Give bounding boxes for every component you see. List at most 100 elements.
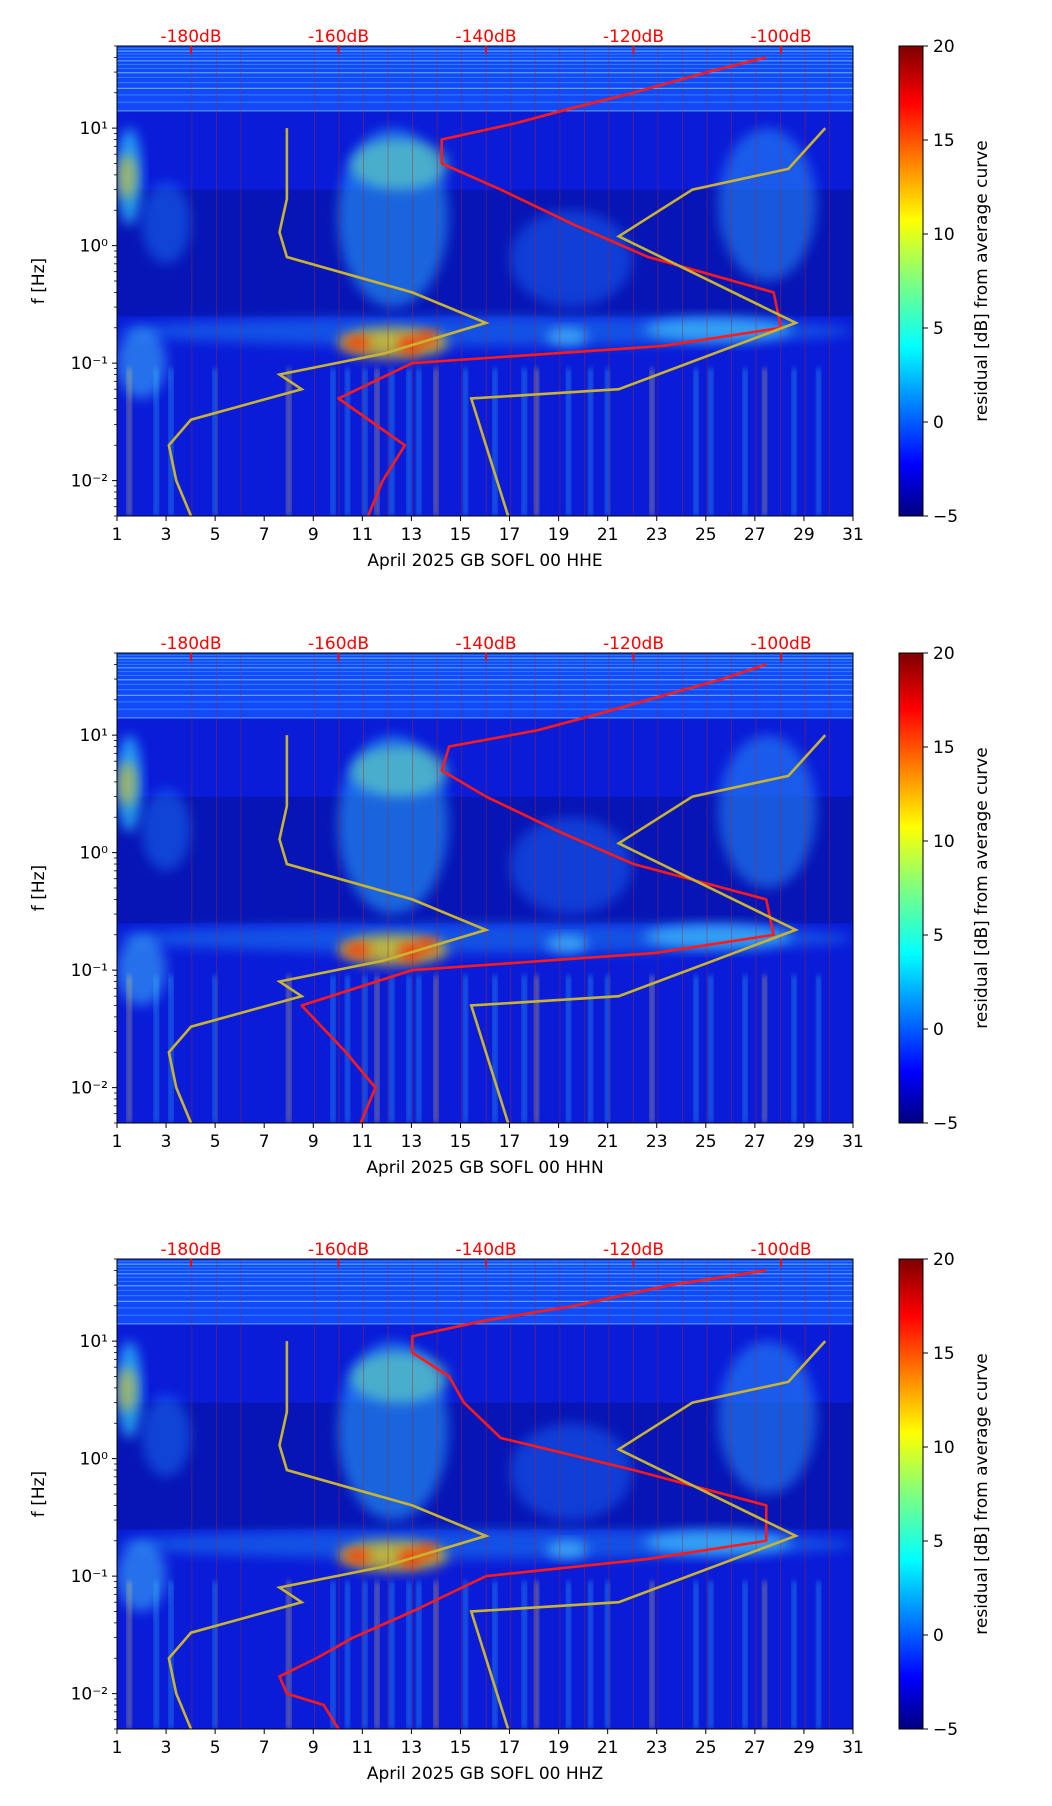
x-tick-label: 13 [401,1132,423,1152]
top-db-tick-label: -100dB [750,634,811,654]
activity-region [644,923,792,950]
transient-streak [406,1581,411,1729]
top-db-tick-label: -160dB [308,1240,369,1260]
x-tick-label: 19 [548,525,570,545]
top-db-tick-label: -140dB [455,1240,516,1260]
transient-streak [762,975,767,1123]
colorbar [898,652,924,1124]
transient-streak [693,368,698,516]
activity-region [350,1352,449,1403]
colorbar-tick-label: 20 [933,37,955,57]
top-db-tick-label: -100dB [750,27,811,47]
transient-streak [389,975,394,1123]
x-tick-label: 19 [548,1738,570,1758]
activity-region [117,934,167,1006]
x-tick-label: 23 [646,525,668,545]
transient-streak [762,1581,767,1729]
high-noise-model-curve [469,734,827,1123]
transient-streak [566,368,571,516]
transient-streak [362,1581,367,1729]
x-tick-label: 9 [308,1132,319,1152]
colorbar-tick-label: 0 [933,413,944,433]
x-tick-label: 27 [744,1132,766,1152]
activity-region [718,735,817,889]
noise-curve [337,56,783,516]
colorbar-tick-label: −5 [933,507,958,527]
colorbar-label: residual [dB] from average curve [972,747,992,1028]
transient-streak [345,975,350,1123]
activity-region [509,817,633,915]
x-tick-label: 15 [450,525,472,545]
transient-streak [362,368,367,516]
transient-streak [816,368,821,516]
x-tick-label: 17 [499,1738,521,1758]
x-tick-label: 7 [259,1132,270,1152]
x-tick-label: 11 [352,1132,374,1152]
transient-streak [375,1581,380,1729]
top-db-tick-label: -140dB [455,634,516,654]
top-db-tick-label: -120dB [603,27,664,47]
activity-region [546,934,589,953]
activity-region [718,1341,817,1494]
activity-region [117,761,137,806]
transient-streak [708,975,713,1123]
y-tick-label: 10⁻² [71,472,108,492]
colorbar-tick-label: 5 [933,319,944,339]
transient-streak [792,1581,797,1729]
colorbar-tick-label: 5 [933,1532,944,1552]
transient-streak [743,1581,748,1729]
x-tick-label: 23 [646,1738,668,1758]
transient-streak [588,975,593,1123]
transient-streak [416,368,421,516]
colorbar-tick-label: 15 [933,738,955,758]
x-tick-label: 1 [112,525,123,545]
x-tick-label: 17 [499,525,521,545]
x-tick-label: 21 [597,1132,619,1152]
transient-streak [416,975,421,1123]
top-db-tick-label: -180dB [160,1240,221,1260]
activity-region [350,139,449,190]
transient-streak [743,368,748,516]
transient-streak [213,368,218,516]
spectrogram-field [117,653,853,1123]
x-tick-label: 29 [793,1738,815,1758]
transient-streak [345,368,350,516]
top-db-tick-label: -160dB [308,634,369,654]
colorbar-tick-label: 15 [933,131,955,151]
transient-streak [416,1581,421,1729]
transient-streak [286,975,291,1123]
transient-streak [492,1581,497,1729]
transient-streak [534,975,539,1123]
activity-region [718,128,817,281]
transient-streak [213,975,218,1123]
noise-curve [300,663,775,1123]
transient-streak [588,1581,593,1729]
transient-streak [792,975,797,1123]
spectrogram-field [117,1259,853,1729]
transient-streak [127,975,132,1123]
x-tick-label: 3 [161,525,172,545]
x-axis-label: April 2025 GB SOFL 00 HHN [366,1158,603,1178]
activity-region [117,1367,137,1412]
transient-streak [154,975,159,1123]
x-tick-label: 7 [259,525,270,545]
x-tick-label: 27 [744,525,766,545]
x-tick-label: 9 [308,1738,319,1758]
transient-streak [492,975,497,1123]
transient-streak [389,368,394,516]
transient-streak [522,1581,527,1729]
hf-noise-band [117,1259,853,1324]
transient-streak [693,975,698,1123]
x-tick-label: 31 [842,525,864,545]
transient-streak [522,975,527,1123]
transient-streak [433,975,438,1123]
activity-region [546,1540,589,1559]
activity-region [350,746,449,797]
noise-curve [278,1269,768,1729]
y-tick-label: 10⁰ [80,237,109,257]
transient-streak [605,975,610,1123]
activity-region [345,1549,370,1563]
x-tick-label: 13 [401,525,423,545]
y-tick-label: 10⁻² [71,1685,108,1705]
